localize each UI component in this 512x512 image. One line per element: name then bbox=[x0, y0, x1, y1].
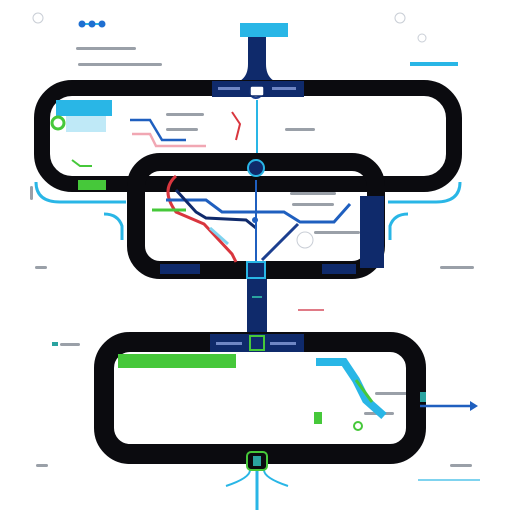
route-pink-upper bbox=[132, 132, 206, 148]
upper-cyan-header-shade bbox=[66, 116, 106, 132]
annotation-mark bbox=[285, 128, 315, 131]
route-cyan-lower bbox=[316, 358, 387, 419]
upper-green-dot bbox=[50, 115, 66, 131]
junction-icon[interactable] bbox=[249, 335, 265, 351]
annotation-mark bbox=[30, 186, 33, 200]
annotation-mark bbox=[35, 266, 47, 269]
route-navy-2 bbox=[260, 222, 300, 262]
decor-circle bbox=[32, 12, 44, 24]
teal-marker bbox=[420, 392, 426, 402]
route-blue-upper bbox=[130, 118, 186, 142]
lower-green-chip bbox=[314, 412, 322, 424]
teal-marker bbox=[52, 342, 58, 346]
decor-circle bbox=[296, 231, 314, 249]
middle-navy-panel bbox=[360, 196, 384, 268]
band-label bbox=[216, 342, 242, 345]
upper-green-bar bbox=[78, 180, 106, 190]
band-label bbox=[272, 87, 296, 90]
annotation-mark bbox=[440, 266, 474, 269]
middle-routes bbox=[152, 174, 352, 263]
teal-markers bbox=[52, 296, 426, 402]
arrow-right-icon[interactable] bbox=[420, 401, 478, 411]
lower-node-icon[interactable] bbox=[246, 261, 266, 279]
annotation-mark bbox=[166, 128, 198, 131]
teal-marker bbox=[252, 296, 262, 298]
lower-routes bbox=[314, 358, 387, 431]
hub-icon[interactable] bbox=[247, 159, 265, 177]
mid-connector-stem bbox=[247, 278, 267, 338]
annotation-mark bbox=[375, 392, 407, 395]
annotation-mark bbox=[292, 203, 334, 206]
server-icon[interactable] bbox=[249, 85, 265, 97]
annotation-mark bbox=[450, 464, 472, 467]
route-blue bbox=[166, 198, 352, 224]
faint-circles bbox=[32, 12, 427, 249]
top-title-box bbox=[240, 23, 288, 37]
top-connector-flare bbox=[226, 64, 288, 84]
left-side-link bbox=[34, 181, 126, 204]
route-navy bbox=[174, 188, 257, 230]
band-label bbox=[218, 87, 240, 90]
annotation-mark bbox=[76, 47, 136, 50]
annotation-mark bbox=[36, 464, 48, 467]
upper-cyan-header bbox=[56, 100, 112, 116]
decor-circle bbox=[417, 33, 427, 43]
annotation-mark bbox=[166, 113, 204, 116]
spine bbox=[225, 36, 289, 510]
middle-band-left bbox=[160, 264, 200, 274]
route-green-upper bbox=[71, 159, 92, 167]
right-branch-link bbox=[388, 212, 409, 240]
side-links bbox=[34, 62, 480, 481]
right-side-link bbox=[388, 181, 462, 204]
left-branch-link bbox=[103, 212, 124, 240]
upper-routes bbox=[71, 111, 242, 167]
route-red-upper bbox=[231, 111, 242, 141]
link-dots-icon bbox=[78, 20, 106, 28]
terminal-icon-core bbox=[253, 456, 261, 466]
route-cyan bbox=[209, 226, 229, 246]
band-label bbox=[270, 342, 296, 345]
lower-green-header bbox=[118, 354, 236, 368]
middle-band-right bbox=[322, 264, 356, 274]
annotation-mark bbox=[314, 231, 360, 234]
route-green-lower bbox=[354, 379, 374, 403]
hub-junction bbox=[252, 217, 258, 223]
decor-circle bbox=[394, 12, 406, 24]
annotation-mark bbox=[78, 63, 162, 66]
annotation-mark bbox=[290, 192, 336, 195]
lower-green-dot bbox=[353, 421, 363, 431]
annotation-mark bbox=[60, 343, 80, 346]
